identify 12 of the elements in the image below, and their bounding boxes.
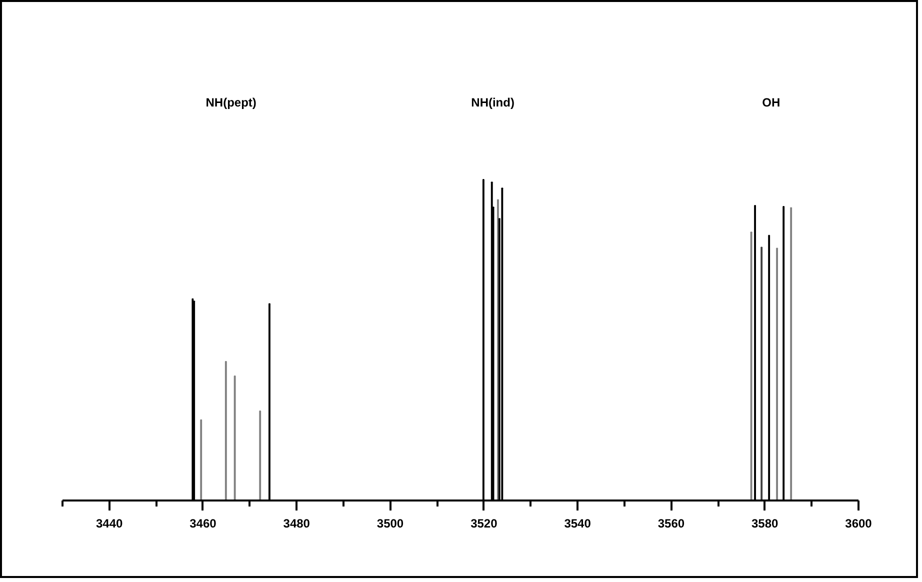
x-tick-label: 3540 — [564, 516, 592, 530]
text: NH(ind) — [471, 96, 514, 110]
x-tick-label: 3440 — [96, 516, 123, 530]
x-tick-label: 3560 — [658, 516, 685, 530]
text: OH — [762, 96, 780, 110]
text: NH(pept) — [206, 96, 256, 110]
x-tick-label: 3460 — [190, 516, 217, 530]
x-tick-label: 3500 — [376, 516, 404, 530]
x-tick-label: 3520 — [470, 516, 498, 530]
x-tick-label: 3600 — [845, 516, 872, 530]
x-tick-label: 3580 — [752, 516, 779, 530]
x-tick-label: 3480 — [283, 516, 310, 530]
